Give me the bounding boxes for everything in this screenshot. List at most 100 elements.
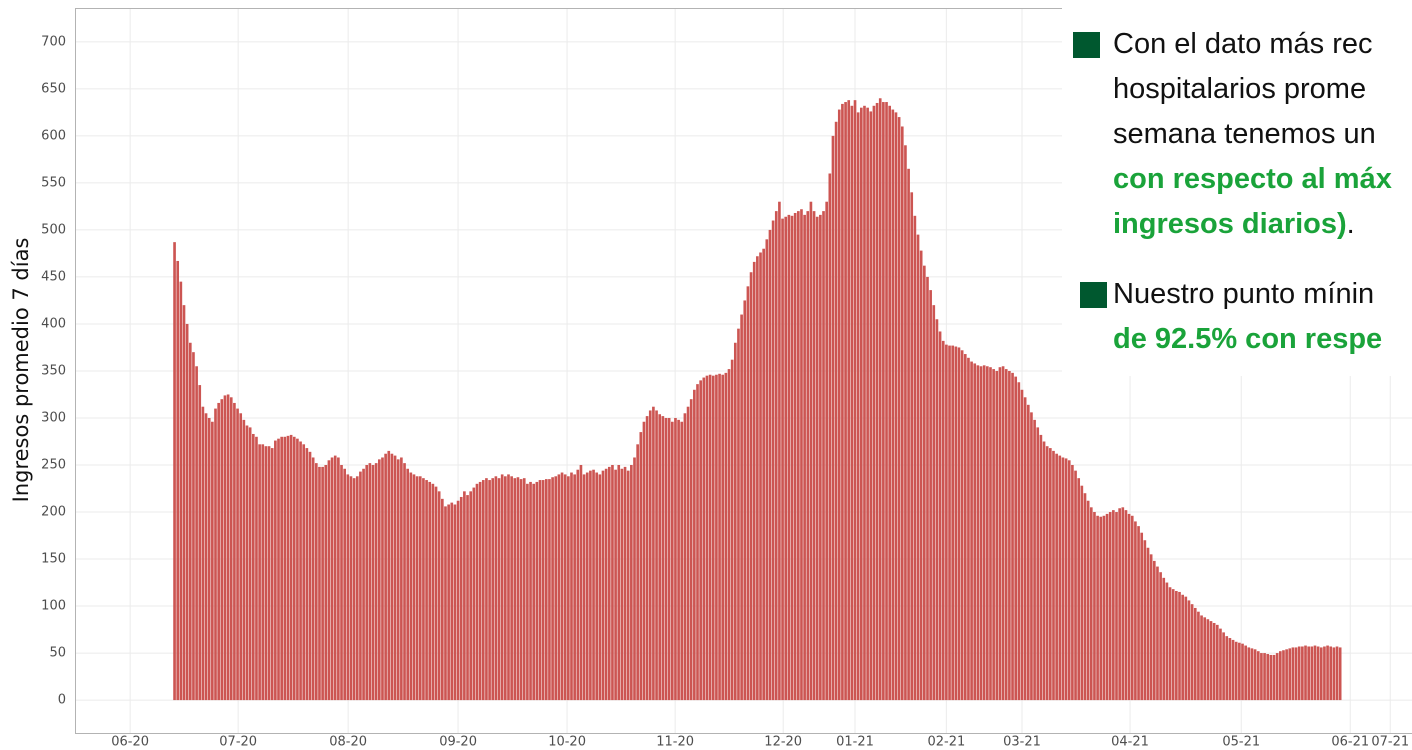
bar bbox=[1017, 382, 1021, 701]
y-axis-label: Ingresos promedio 7 días bbox=[9, 238, 33, 503]
bar bbox=[910, 192, 914, 701]
bar bbox=[778, 201, 781, 701]
bar bbox=[614, 469, 617, 701]
bar bbox=[1291, 647, 1295, 701]
bar bbox=[1338, 647, 1342, 701]
annotation-text: semana tenemos un bbox=[1113, 118, 1376, 150]
bar bbox=[255, 436, 258, 701]
bar bbox=[1121, 507, 1125, 701]
bar bbox=[850, 105, 854, 701]
bar bbox=[1023, 397, 1027, 701]
bar bbox=[1152, 560, 1156, 701]
bar bbox=[973, 363, 977, 701]
bar bbox=[708, 374, 712, 701]
bar bbox=[768, 229, 772, 701]
annotation-text: ingresos diarios) bbox=[1113, 208, 1347, 240]
bar bbox=[929, 290, 932, 701]
bar bbox=[283, 436, 287, 701]
bar bbox=[251, 433, 255, 701]
bar bbox=[365, 465, 369, 701]
bar bbox=[314, 463, 318, 701]
bar bbox=[787, 214, 791, 701]
bar bbox=[711, 375, 715, 701]
annotation-line: de 92.5% con respe bbox=[1113, 323, 1382, 355]
bar bbox=[992, 369, 995, 701]
bar bbox=[292, 436, 296, 701]
bar bbox=[1130, 515, 1134, 701]
bar bbox=[733, 342, 737, 701]
bar bbox=[500, 474, 504, 701]
bar bbox=[541, 480, 545, 701]
bullet bbox=[1080, 282, 1107, 308]
bar bbox=[683, 413, 687, 701]
bar bbox=[976, 365, 980, 701]
y-tick-label: 350 bbox=[41, 363, 66, 378]
bar bbox=[989, 367, 992, 701]
bar bbox=[1134, 521, 1137, 701]
bar bbox=[1269, 654, 1273, 701]
bar bbox=[1250, 648, 1254, 701]
y-tick-label: 200 bbox=[41, 505, 66, 520]
y-tick-label: 50 bbox=[49, 646, 66, 661]
bar bbox=[472, 487, 476, 701]
bar bbox=[359, 471, 362, 701]
bar bbox=[633, 457, 636, 701]
bar bbox=[986, 366, 989, 701]
annotation-text: . bbox=[1347, 208, 1355, 240]
y-tick-label: 250 bbox=[41, 458, 66, 473]
x-tick-label: 03-21 bbox=[1003, 735, 1041, 750]
bar bbox=[491, 478, 495, 701]
bar bbox=[630, 465, 633, 701]
bar bbox=[179, 281, 183, 701]
bar bbox=[1156, 566, 1159, 701]
bar bbox=[831, 135, 835, 701]
bar bbox=[1030, 412, 1033, 701]
bar bbox=[1178, 591, 1181, 701]
bar bbox=[834, 121, 838, 701]
annotation-line: semana tenemos un bbox=[1113, 118, 1376, 150]
bar bbox=[403, 463, 406, 701]
bar bbox=[1313, 645, 1317, 701]
bar bbox=[182, 305, 186, 701]
annotations: Con el dato más rec hospitalarios prome se… bbox=[1073, 28, 1392, 355]
y-tick-label: 300 bbox=[41, 410, 66, 425]
bar bbox=[1115, 512, 1118, 701]
bar bbox=[919, 250, 923, 701]
y-tick-label: 450 bbox=[41, 269, 66, 284]
bar bbox=[935, 319, 939, 701]
bar bbox=[1190, 604, 1194, 701]
y-tick-label: 600 bbox=[41, 128, 66, 143]
bar bbox=[185, 323, 189, 701]
bar bbox=[620, 468, 624, 701]
bar bbox=[882, 102, 885, 701]
bar bbox=[1140, 532, 1144, 701]
bar bbox=[510, 476, 513, 701]
y-tick-label: 0 bbox=[58, 693, 66, 708]
bar bbox=[333, 455, 337, 701]
bar bbox=[229, 397, 233, 701]
bar bbox=[759, 252, 762, 701]
plot-border bbox=[75, 8, 1412, 734]
bar bbox=[1234, 641, 1238, 701]
bar bbox=[1171, 589, 1175, 701]
bar bbox=[951, 345, 955, 701]
bar bbox=[781, 218, 784, 701]
bar bbox=[869, 111, 873, 701]
bar bbox=[390, 453, 394, 701]
bar bbox=[812, 211, 816, 701]
annotation-text: Nuestro punto mínin bbox=[1113, 278, 1374, 310]
annotation-line: hospitalarios prome bbox=[1113, 73, 1366, 105]
bar bbox=[504, 476, 507, 701]
bar bbox=[765, 239, 769, 701]
bar bbox=[441, 498, 444, 701]
bar bbox=[478, 481, 482, 701]
bar bbox=[463, 491, 466, 701]
bar bbox=[1285, 649, 1288, 701]
bar bbox=[837, 109, 841, 701]
bar bbox=[1102, 515, 1106, 701]
bar bbox=[1256, 651, 1260, 701]
bar bbox=[538, 480, 542, 701]
bar bbox=[554, 476, 558, 701]
bar bbox=[1074, 470, 1077, 701]
